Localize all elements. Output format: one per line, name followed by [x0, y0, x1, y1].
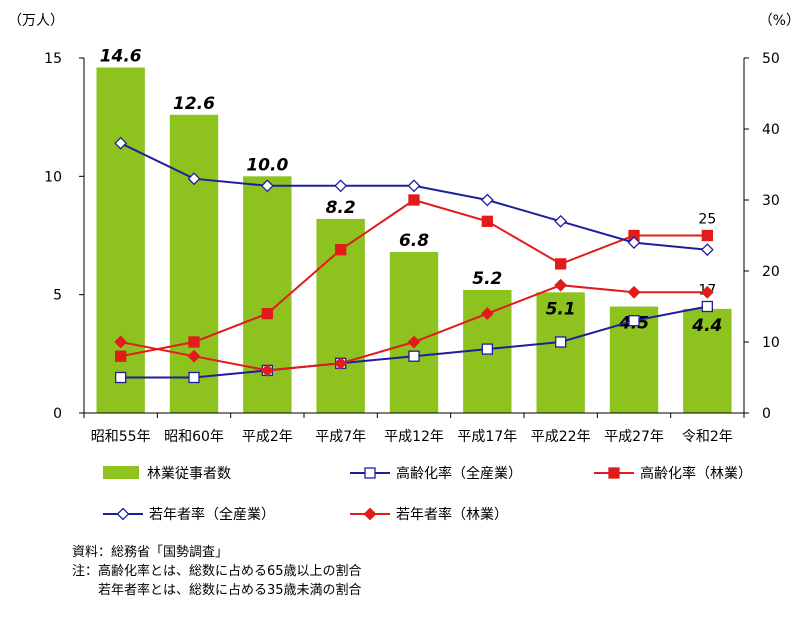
right-tick-label-5: 50 — [762, 51, 780, 67]
legend-label-0: 高齢化率（全産業） — [396, 465, 522, 482]
series-0-point-8 — [701, 300, 713, 313]
series-1-point-3 — [335, 244, 347, 256]
bar-1 — [169, 114, 219, 414]
category-label-8: 令和2年 — [682, 429, 733, 445]
right-tick-label-4: 40 — [762, 122, 780, 138]
series-3-point-8 — [700, 285, 714, 299]
series-2-point-5 — [480, 193, 494, 207]
category-label-7: 平成27年 — [604, 429, 664, 445]
series-0-point-0 — [115, 371, 127, 384]
series-2-point-3 — [334, 179, 348, 193]
category-label-1: 昭和60年 — [164, 429, 224, 445]
series-3-point-6 — [554, 278, 568, 292]
series-1-point-8 — [701, 229, 713, 242]
left-tick-label-1: 5 — [53, 288, 62, 304]
series-3-point-1 — [187, 349, 201, 363]
legend-marker-1 — [608, 467, 620, 479]
legend-marker-2 — [116, 507, 130, 521]
bar-label-6: 5.1 — [546, 299, 576, 319]
right-tick-label-2: 20 — [762, 264, 780, 280]
series-1-point-1 — [188, 336, 200, 348]
right-tick-label-0: 0 — [762, 406, 771, 422]
category-label-6: 平成22年 — [531, 429, 591, 445]
series-2-point-4 — [407, 179, 421, 193]
bar-6 — [536, 292, 585, 413]
series-0-point-7 — [628, 315, 640, 327]
series-0-point-4 — [408, 350, 420, 362]
bar-label-5: 5.2 — [472, 269, 502, 289]
series-0-point-1 — [188, 371, 200, 384]
series-3-point-4 — [407, 335, 421, 349]
series-2-point-0 — [114, 136, 128, 150]
series-2-point-1 — [187, 172, 201, 186]
bar-label-3: 8.2 — [326, 198, 356, 218]
chart-svg: （万人） （%） 0 5 10 15 0 10 20 30 40 50 昭和55年 昭和60年 平成2年 平成… — [8, 13, 800, 523]
series-1-point-6 — [555, 258, 567, 270]
bar-8 — [683, 308, 732, 413]
series-3-point-3 — [334, 356, 348, 370]
legend-swatch-bar — [103, 466, 139, 479]
series-2-point-8 — [700, 243, 714, 257]
series-1-point-5 — [481, 215, 493, 227]
legend-marker-0 — [364, 467, 376, 479]
category-label-4: 平成12年 — [384, 429, 444, 445]
category-label-0: 昭和55年 — [91, 429, 151, 445]
series-0-point-6 — [555, 336, 567, 348]
series-2-point-7 — [627, 236, 641, 250]
category-label-2: 平成2年 — [242, 429, 293, 445]
series-3-point-0 — [114, 335, 128, 349]
series-1-point-0 — [115, 350, 127, 362]
legend-label-1: 高齢化率（林業） — [640, 465, 752, 482]
series-3-point-7 — [627, 285, 641, 299]
series-3-point-2 — [260, 363, 274, 377]
bar-2 — [243, 176, 292, 413]
series-3-point-5 — [480, 307, 494, 321]
note-1: 注：高齢化率とは、総数に占める65歳以上の割合 — [72, 564, 362, 579]
right-tick-label-3: 30 — [762, 193, 780, 209]
legend-label-2: 若年者率（全産業） — [149, 506, 275, 523]
series-1-point-2 — [261, 307, 273, 320]
bar-4 — [389, 252, 439, 413]
bar-label-0: 14.6 — [100, 46, 142, 66]
bar-label-4: 6.8 — [399, 231, 429, 251]
source-note: 資料：総務省「国勢調査」 — [72, 545, 229, 560]
category-label-3: 平成7年 — [315, 429, 366, 445]
left-tick-label-0: 0 — [53, 406, 62, 422]
legend-label-3: 若年者率（林業） — [396, 506, 508, 523]
legend-label-bar: 林業従事者数 — [147, 466, 231, 482]
series-0-point-5 — [481, 343, 493, 355]
right-tick-label-1: 10 — [762, 335, 780, 351]
left-tick-label-3: 15 — [44, 51, 62, 67]
series-1-point-4 — [408, 194, 420, 206]
category-label-5: 平成17年 — [457, 429, 517, 445]
bar-label-1: 12.6 — [173, 94, 215, 114]
series-1-end-label: 25 — [698, 212, 716, 228]
bar-label-2: 10.0 — [246, 155, 288, 175]
left-tick-label-2: 10 — [44, 169, 62, 185]
left-axis-unit: （万人） — [8, 13, 64, 29]
series-2-point-6 — [554, 214, 568, 228]
right-axis-unit: （%） — [759, 13, 800, 29]
series-2-point-2 — [260, 179, 274, 193]
note-2: 若年者率とは、総数に占める35歳未満の割合 — [98, 583, 362, 598]
legend-marker-3 — [363, 507, 377, 521]
notes: 資料：総務省「国勢調査」注：高齢化率とは、総数に占める65歳以上の割合若年者率と… — [72, 543, 362, 600]
bar-label-8: 4.4 — [691, 316, 722, 336]
